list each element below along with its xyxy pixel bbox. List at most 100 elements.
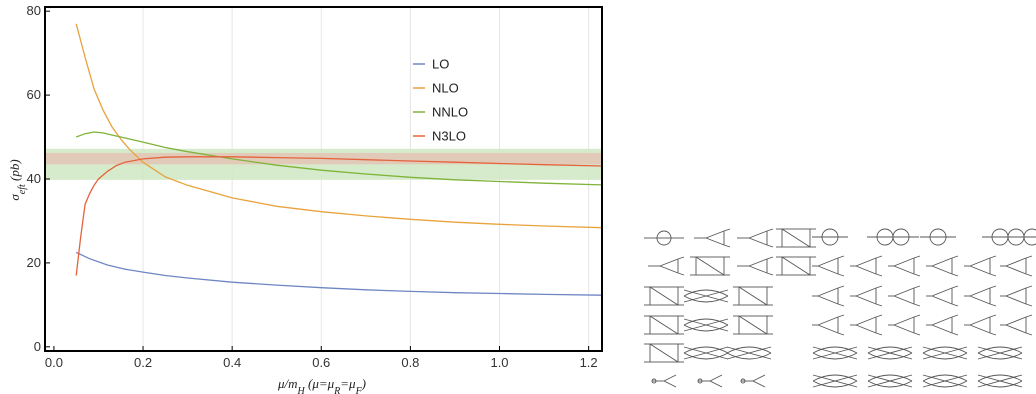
diagram-line	[969, 265, 991, 275]
diagram-curve	[922, 352, 968, 360]
diagram-line	[752, 380, 766, 388]
series-line-nnlo	[75, 131, 603, 186]
diagram-line	[738, 315, 768, 335]
right-diagram-grid	[812, 228, 1036, 388]
diagram-loop	[651, 378, 657, 384]
diagram-line	[748, 265, 768, 274]
diagram-line	[705, 230, 725, 239]
diagram-line	[723, 228, 731, 232]
diagram-line	[875, 303, 883, 307]
diagram-line	[817, 316, 839, 326]
x-tick-label: 0.6	[312, 355, 330, 370]
diagram-line	[951, 332, 959, 336]
legend-label: NNLO	[432, 105, 468, 120]
diagram-box	[649, 286, 679, 306]
diagram-loop	[892, 228, 910, 246]
diagram-line	[766, 228, 774, 232]
diagram-line	[817, 265, 839, 275]
diagram-line	[726, 346, 772, 360]
y-tick-label: 0	[34, 339, 41, 354]
diagram-line	[913, 285, 921, 289]
diagram-line	[837, 273, 845, 277]
diagram-line	[659, 258, 679, 267]
diagram-line	[969, 257, 991, 267]
diagram-line	[766, 272, 774, 276]
x-tick-label: 0.0	[45, 355, 63, 370]
diagram-line	[951, 285, 959, 289]
y-tick-label: 20	[27, 255, 41, 270]
diagram-line	[705, 237, 725, 246]
diagram-line	[951, 314, 959, 318]
diagram-line	[817, 257, 839, 267]
legend: LO NLO NNLO N3LO	[413, 57, 468, 144]
diagram-curve	[726, 346, 772, 354]
diagram-line	[677, 256, 685, 260]
diagram-line	[893, 287, 915, 297]
diagram-line	[951, 273, 959, 277]
diagram-line	[913, 332, 921, 336]
diagram-line	[781, 256, 811, 276]
diagram-curve	[812, 352, 858, 360]
diagram-line	[931, 316, 953, 326]
diagram-line	[931, 295, 953, 305]
diagram-line	[1005, 316, 1027, 326]
diagram-box	[738, 315, 768, 335]
y-tick-label: 80	[27, 3, 41, 18]
diagram-line	[837, 255, 845, 259]
diagram-curve	[683, 346, 729, 354]
y-tick-label: 60	[27, 87, 41, 102]
diagram-curve	[867, 352, 913, 360]
legend-label: NLO	[432, 81, 459, 96]
diagram-line	[855, 295, 877, 305]
diagram-line	[748, 237, 768, 246]
diagram-line	[1025, 273, 1033, 277]
diagram-line	[817, 295, 839, 305]
y-tick-label: 40	[27, 171, 41, 186]
diagram-line	[931, 324, 953, 334]
diagram-line	[931, 265, 953, 275]
diagram-box	[695, 256, 725, 276]
diagram-line	[913, 255, 921, 259]
diagram-line	[913, 273, 921, 277]
diagram-line	[837, 332, 845, 336]
diagram-line	[748, 230, 768, 239]
series-line-nlo	[75, 23, 603, 229]
diagram-curve	[922, 380, 968, 388]
diagram-line	[1005, 324, 1027, 334]
diagram-line	[1005, 265, 1027, 275]
diagram-line	[989, 285, 997, 289]
diagram-line	[931, 257, 953, 267]
diagram-curve	[977, 352, 1023, 360]
diagram-line	[875, 255, 883, 259]
diagram-line	[837, 303, 845, 307]
diagram-line	[893, 324, 915, 334]
diagram-line	[817, 287, 839, 297]
diagram-loop	[1023, 228, 1036, 246]
diagram-line	[969, 287, 991, 297]
diagram-line	[663, 374, 677, 382]
x-tick-label: 0.2	[134, 355, 152, 370]
legend-label: LO	[432, 57, 449, 72]
diagram-line	[893, 316, 915, 326]
diagram-curve	[683, 289, 729, 297]
diagram-line	[1005, 287, 1027, 297]
diagram-line	[683, 346, 729, 360]
diagram-line	[683, 289, 729, 303]
diagram-line	[766, 244, 774, 248]
diagram-line	[855, 316, 877, 326]
diagram-line	[913, 314, 921, 318]
diagram-line	[893, 265, 915, 275]
diagram-line	[1025, 314, 1033, 318]
diagram-line	[867, 346, 913, 360]
diagram-box	[738, 286, 768, 306]
diagram-line	[677, 272, 685, 276]
diagram-curve	[867, 346, 913, 354]
diagram-line	[752, 374, 766, 382]
diagram-line	[812, 346, 858, 360]
diagram-line	[855, 257, 877, 267]
diagram-loop	[697, 378, 703, 384]
diagram-line	[1005, 295, 1027, 305]
diagram-box	[781, 228, 811, 248]
diagram-line	[922, 346, 968, 360]
diagram-line	[913, 303, 921, 307]
